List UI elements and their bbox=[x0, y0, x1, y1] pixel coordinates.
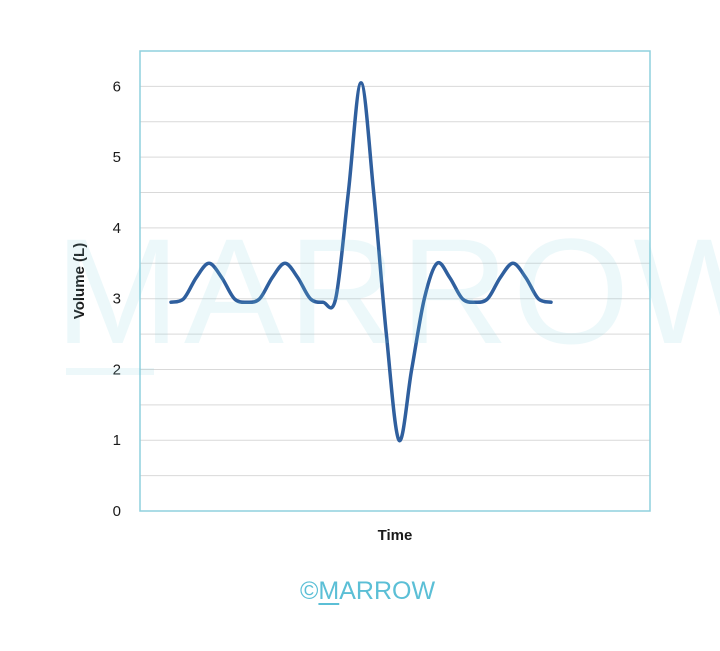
copyright-symbol: © bbox=[300, 577, 319, 605]
y-tick-label: 2 bbox=[113, 361, 121, 378]
brand-logo-rest: ARROW bbox=[339, 577, 436, 605]
y-tick-label: 5 bbox=[113, 149, 121, 166]
watermark-underline bbox=[66, 368, 154, 375]
y-tick-label: 4 bbox=[113, 220, 121, 237]
brand-logo: ©MARROW bbox=[300, 577, 435, 606]
series-line-volume bbox=[169, 81, 553, 443]
y-axis-label: Volume (L) bbox=[71, 243, 88, 319]
y-tick-label: 3 bbox=[113, 291, 121, 308]
x-axis-label: Time bbox=[378, 527, 413, 544]
grid-lines bbox=[140, 85, 650, 477]
y-tick-label: 1 bbox=[113, 432, 121, 449]
y-tick-label: 0 bbox=[113, 503, 121, 520]
brand-logo-m: M bbox=[318, 577, 340, 605]
y-tick-labels: 0 1 2 3 4 5 6 bbox=[113, 78, 121, 520]
y-tick-label: 6 bbox=[113, 78, 121, 95]
plot-frame bbox=[139, 50, 651, 512]
